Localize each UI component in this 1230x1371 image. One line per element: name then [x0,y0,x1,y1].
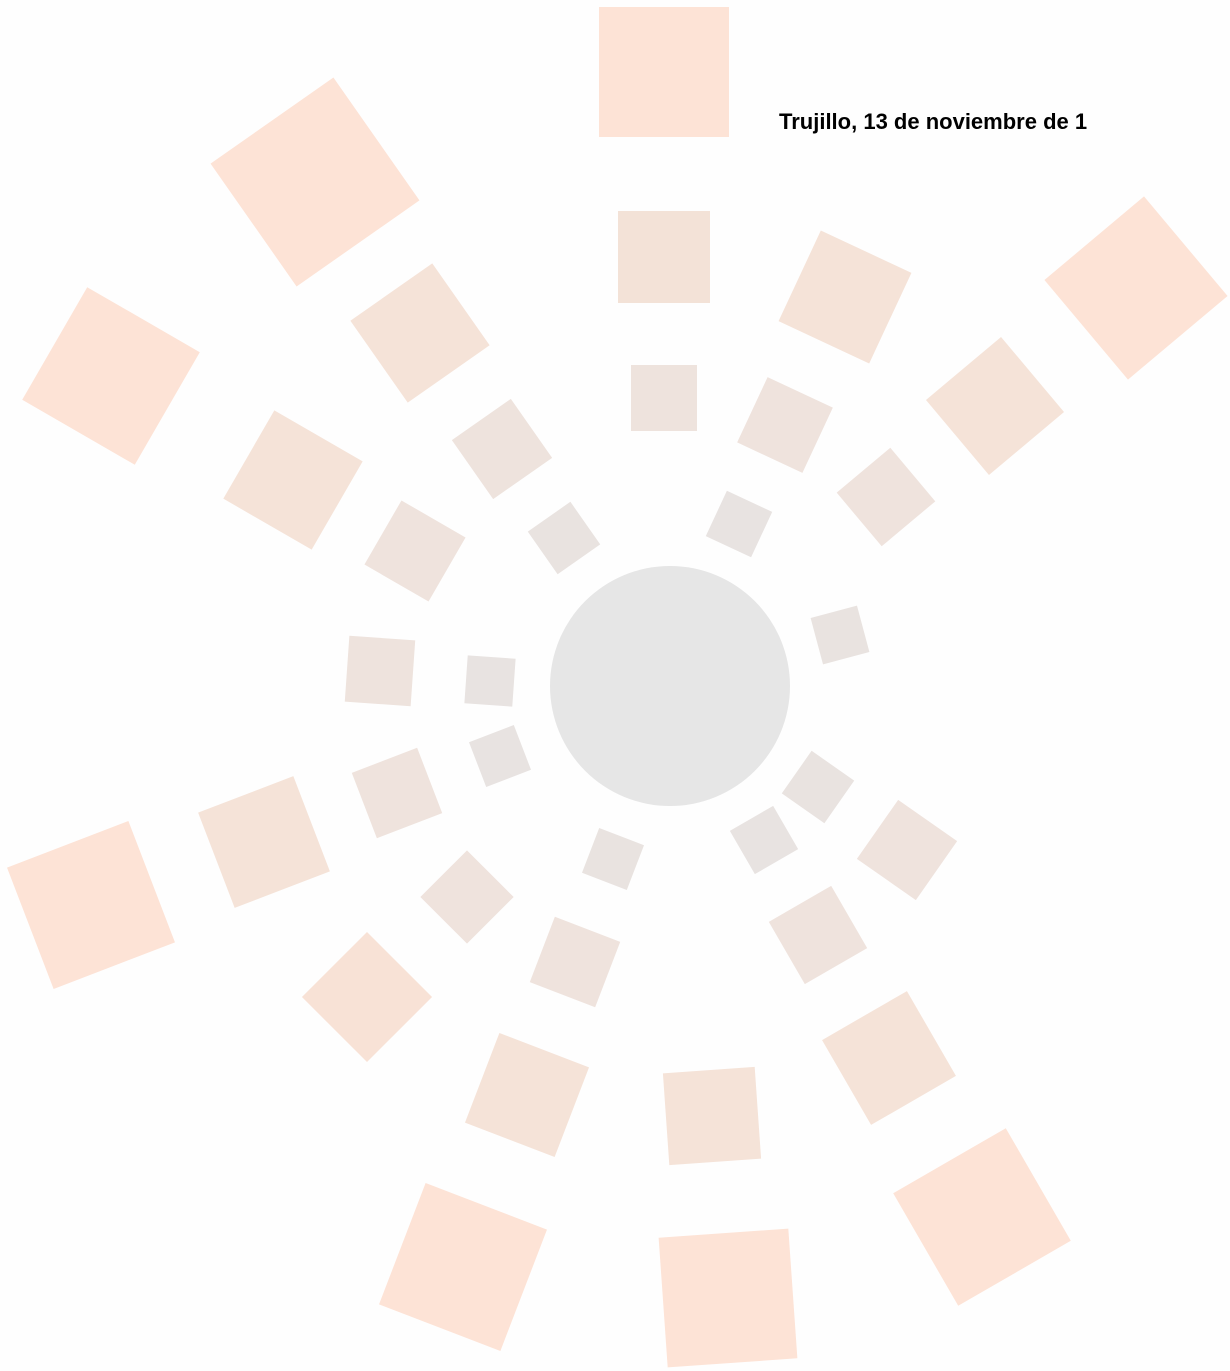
logo-square [464,655,515,706]
logo-square [302,932,432,1062]
logo-square [530,917,620,1007]
logo-square [420,850,513,943]
logo-square [811,606,870,665]
logo-square [352,748,442,838]
place-date: Trujillo, 13 de noviembre de 1 [779,109,1087,135]
logo-square [469,725,531,787]
logo-square [737,377,833,473]
logo-square [465,1033,589,1157]
logo-square [618,211,710,303]
logo-square [582,828,644,890]
logo-square [631,365,697,431]
logo-square [769,886,867,984]
logo-center-circle [550,566,790,806]
logo-square [350,263,489,402]
logo-square [1044,196,1227,379]
logo-square [7,821,175,989]
document-page: Trujillo, 13 de noviembre de 1 [0,0,1230,1371]
logo-square [730,806,798,874]
logo-square [706,491,772,557]
watermark-logo [0,0,1230,1371]
logo-square [663,1067,761,1165]
logo-square [528,502,600,574]
logo-square [198,776,330,908]
logo-square [893,1128,1071,1306]
logo-square [364,500,465,601]
logo-square [926,337,1064,475]
logo-square [452,399,552,499]
logo-square [599,7,729,137]
logo-square [22,287,200,465]
logo-square [782,751,854,823]
logo-square [837,448,936,547]
logo-square [659,1229,798,1368]
logo-square [857,800,957,900]
logo-square [211,78,420,287]
logo-square [379,1183,547,1351]
logo-square [223,410,362,549]
logo-square [822,991,956,1125]
logo-square [779,231,912,364]
logo-square [345,636,415,706]
